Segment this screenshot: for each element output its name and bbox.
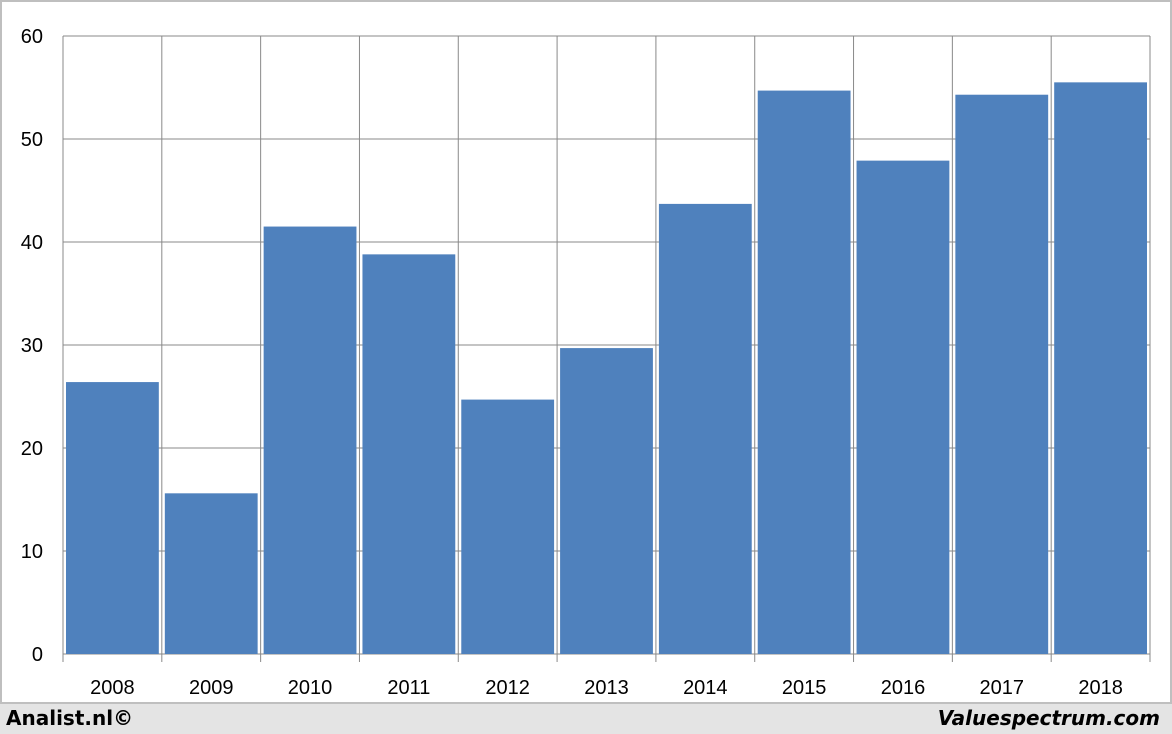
y-tick-label-3: 30 <box>21 335 43 357</box>
bar-2013 <box>560 348 653 654</box>
x-tick-label-2013: 2013 <box>584 677 629 699</box>
bar-2016 <box>856 160 950 654</box>
footer-right-credit: Valuespectrum.com <box>937 706 1160 730</box>
chart-frame: 0 10 20 30 40 50 60 2008 2009 2010 2011 2012 2013 201… <box>0 0 1172 704</box>
bar-chart: 0 10 20 30 40 50 60 2008 2009 2010 2011 2012 2013 201… <box>21 26 1151 699</box>
x-tick-label-2014: 2014 <box>683 677 728 699</box>
x-tick-label-2008: 2008 <box>90 677 135 699</box>
x-tick-label-2012: 2012 <box>485 677 530 699</box>
x-tick-label-2018: 2018 <box>1078 677 1123 699</box>
x-tick-label-2016: 2016 <box>881 677 926 699</box>
footer-left-credit: Analist.nl© <box>6 706 134 730</box>
y-tick-label-6: 60 <box>21 26 43 48</box>
bar-2015 <box>757 90 851 655</box>
bar-2012 <box>461 399 555 654</box>
y-tick-label-4: 40 <box>21 232 43 254</box>
y-tick-label-5: 50 <box>21 129 43 151</box>
footer-bar: Analist.nl© Valuespectrum.com <box>0 704 1172 734</box>
x-tick-label-2009: 2009 <box>189 677 234 699</box>
bar-2009 <box>164 493 258 654</box>
bar-2017 <box>955 94 1049 654</box>
x-tick-label-2015: 2015 <box>782 677 827 699</box>
y-tick-label-0: 0 <box>32 644 43 666</box>
bar-2011 <box>362 254 456 655</box>
bar-2008 <box>66 382 159 654</box>
bar-2014 <box>658 203 752 654</box>
x-tick-label-2017: 2017 <box>980 677 1025 699</box>
x-tick-label-2011: 2011 <box>387 677 430 699</box>
y-tick-label-2: 20 <box>21 438 43 460</box>
x-tick-label-2010: 2010 <box>288 677 333 699</box>
bar-2018 <box>1054 82 1147 655</box>
y-tick-label-1: 10 <box>21 541 43 563</box>
bar-2010 <box>263 226 357 655</box>
